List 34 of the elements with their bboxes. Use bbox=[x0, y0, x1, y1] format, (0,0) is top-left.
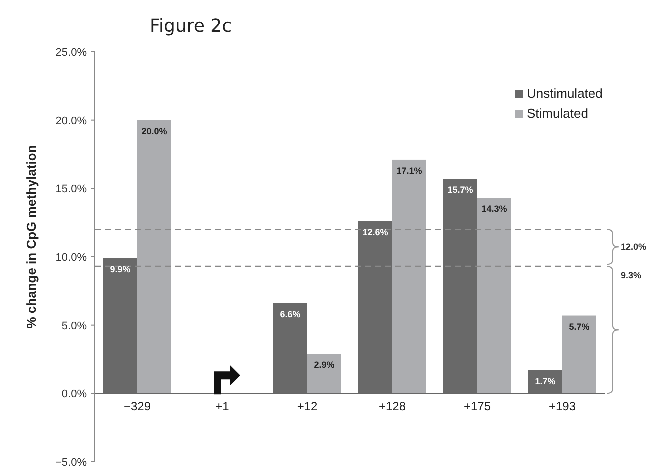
bar bbox=[392, 160, 426, 394]
data-label: 5.7% bbox=[569, 322, 590, 332]
bar bbox=[562, 316, 596, 394]
x-tick-label: +193 bbox=[548, 400, 576, 414]
y-tick-label: 10.0% bbox=[56, 252, 88, 264]
ref-line-label: 12.0% bbox=[621, 242, 647, 252]
data-label: 20.0% bbox=[142, 126, 168, 136]
y-tick-label: 20.0% bbox=[56, 115, 88, 128]
data-label: 2.9% bbox=[314, 360, 335, 370]
y-tick-label: 15.0% bbox=[56, 184, 88, 196]
y-tick-label: 5.0% bbox=[62, 320, 88, 332]
y-tick-label: 25.0% bbox=[56, 47, 88, 59]
chart-title: Figure 2c bbox=[150, 16, 232, 37]
data-label: 14.3% bbox=[482, 204, 508, 214]
data-label: 15.7% bbox=[448, 185, 474, 196]
data-label: 17.1% bbox=[396, 166, 422, 176]
data-label: 12.6% bbox=[362, 227, 388, 238]
x-tick-label: +1 bbox=[216, 400, 230, 414]
ref-line-label: 9.3% bbox=[621, 270, 642, 281]
legend-label: Stimulated bbox=[527, 106, 588, 121]
y-tick-label: 0.0% bbox=[62, 388, 88, 401]
bar bbox=[138, 120, 172, 394]
y-tick-label: −5.0% bbox=[56, 457, 88, 469]
bar bbox=[308, 354, 342, 394]
data-label: 9.9% bbox=[110, 264, 131, 274]
data-label: 6.6% bbox=[280, 309, 301, 320]
bar bbox=[478, 198, 512, 394]
legend-label: Unstimulated bbox=[527, 86, 603, 101]
x-tick-label: +175 bbox=[464, 400, 492, 414]
data-label: 1.7% bbox=[535, 376, 556, 386]
x-tick-label: −329 bbox=[124, 400, 152, 414]
y-axis-title: % change in CpG methylation bbox=[24, 145, 39, 329]
x-tick-label: +12 bbox=[297, 400, 318, 414]
x-tick-label: +128 bbox=[378, 400, 406, 414]
